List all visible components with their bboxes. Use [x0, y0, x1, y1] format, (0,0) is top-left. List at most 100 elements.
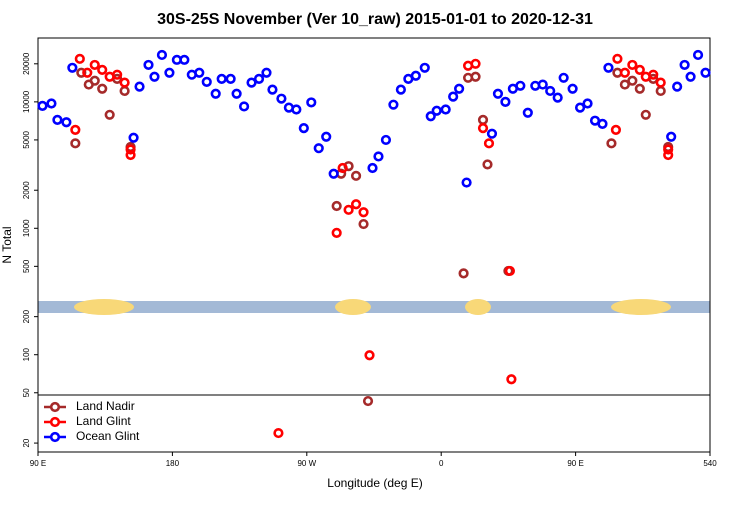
point [558, 72, 569, 83]
legend-marker [49, 401, 61, 413]
point [125, 144, 136, 155]
point [552, 92, 563, 103]
point [663, 144, 674, 155]
x-axis-label: Longitude (deg E) [327, 476, 422, 490]
point [216, 73, 227, 84]
point [522, 107, 533, 118]
point [119, 85, 130, 97]
point [104, 109, 115, 120]
x-tick-label: 90 W [297, 459, 316, 468]
point [82, 67, 93, 78]
point [246, 77, 257, 88]
point [156, 49, 168, 61]
point [364, 350, 375, 361]
point [380, 134, 392, 146]
point [225, 73, 236, 84]
point [567, 83, 578, 94]
point [134, 81, 145, 92]
point [89, 59, 100, 71]
point [477, 123, 489, 134]
point [461, 177, 472, 188]
point [685, 71, 696, 82]
point [627, 59, 638, 71]
y-tick-label: 500 [22, 259, 31, 273]
surface-strip [38, 299, 710, 315]
x-tick-label: 90 E [30, 459, 46, 468]
point [70, 138, 81, 149]
y-tick-label: 5000 [22, 130, 31, 148]
point [210, 88, 221, 99]
point [574, 102, 586, 113]
point [634, 83, 645, 94]
point [486, 128, 498, 139]
point [655, 77, 666, 88]
point [666, 131, 677, 142]
point [388, 99, 399, 110]
point [448, 91, 459, 102]
point [194, 67, 205, 78]
point [358, 207, 369, 218]
x-tick-label: 180 [166, 459, 180, 468]
point [97, 83, 108, 94]
legend-label: Ocean Glint [76, 429, 140, 443]
point [313, 143, 324, 154]
point [291, 104, 302, 115]
point [627, 75, 638, 86]
point [679, 59, 690, 71]
point [321, 131, 332, 142]
point [597, 118, 608, 129]
plot-frame [37, 37, 711, 453]
point [700, 67, 711, 78]
point [440, 104, 451, 115]
point [276, 93, 287, 104]
point [179, 54, 190, 65]
x-tick-label: 0 [439, 459, 444, 468]
point [76, 67, 87, 78]
y-tick-label: 20000 [22, 52, 31, 75]
point [373, 151, 384, 162]
land-band [335, 299, 371, 315]
point [367, 162, 378, 174]
point [492, 88, 504, 99]
point [128, 132, 139, 143]
y-tick-label: 1000 [22, 219, 31, 237]
point [201, 76, 212, 87]
point [395, 84, 406, 95]
point [619, 67, 630, 78]
point [515, 80, 526, 91]
point [298, 123, 309, 134]
y-tick-label: 200 [22, 309, 31, 323]
point [477, 114, 489, 125]
point [231, 88, 242, 99]
point [67, 62, 78, 73]
point [454, 83, 465, 94]
point [70, 124, 81, 136]
point [606, 138, 617, 149]
legend-label: Land Glint [76, 414, 131, 428]
point [74, 53, 85, 64]
point [663, 149, 674, 161]
point [119, 77, 130, 88]
point [238, 101, 250, 112]
point [46, 98, 57, 109]
point [37, 100, 48, 111]
point [419, 62, 430, 73]
point [328, 168, 339, 179]
legend-marker [49, 416, 61, 428]
point [89, 75, 100, 86]
point [634, 64, 645, 75]
x-tick-label: 90 E [567, 459, 583, 468]
point [143, 59, 154, 71]
point [267, 84, 278, 95]
land-band [465, 299, 491, 315]
point [253, 73, 265, 84]
point [358, 218, 369, 230]
ocean-band [38, 301, 710, 313]
point [537, 79, 548, 90]
point [343, 204, 354, 215]
point [61, 117, 72, 128]
point [470, 58, 481, 69]
point [483, 138, 495, 149]
point [506, 374, 517, 385]
point [582, 98, 593, 109]
